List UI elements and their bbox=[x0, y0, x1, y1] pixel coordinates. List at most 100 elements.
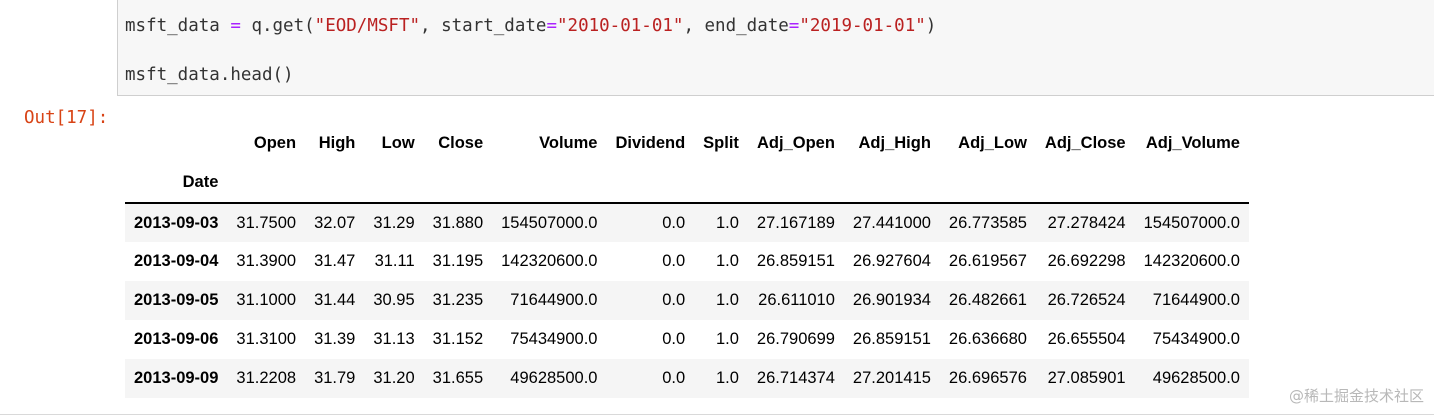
table-cell: 31.7500 bbox=[236, 213, 297, 232]
table-row: 2013-09-06 31.3100 31.39 31.13 31.152 75… bbox=[125, 320, 1249, 359]
table-cell: 1.0 bbox=[715, 252, 739, 270]
column-header: Split bbox=[703, 134, 739, 152]
table-cell: 31.235 bbox=[432, 291, 484, 309]
table-cell: 71644900.0 bbox=[510, 291, 598, 309]
table-cell: 26.790699 bbox=[756, 330, 835, 348]
index-name: Date bbox=[182, 173, 219, 191]
table-cell: 154507000.0 bbox=[1143, 213, 1240, 232]
code-kwarg-end-date: , end_date bbox=[683, 16, 789, 36]
row-index: 2013-09-03 bbox=[134, 213, 219, 232]
table-cell: 31.79 bbox=[314, 369, 356, 387]
table-cell: 0.0 bbox=[662, 213, 686, 232]
index-name-row: Date bbox=[125, 163, 1249, 203]
column-header: Adj_High bbox=[858, 134, 931, 152]
table-cell: 0.0 bbox=[662, 369, 686, 387]
table-cell: 71644900.0 bbox=[1152, 291, 1240, 309]
table-row: 2013-09-09 31.2208 31.79 31.20 31.655 49… bbox=[125, 359, 1249, 398]
table-cell: 1.0 bbox=[715, 213, 739, 232]
table-cell: 75434900.0 bbox=[1152, 330, 1240, 348]
code-string-ticker: "EOD/MSFT" bbox=[314, 16, 421, 36]
column-header: Adj_Volume bbox=[1145, 134, 1240, 152]
code-kwarg-equals: = bbox=[788, 16, 800, 36]
table-row: 2013-09-03 31.7500 32.07 31.29 31.880 15… bbox=[125, 203, 1249, 242]
table-cell: 26.927604 bbox=[852, 252, 931, 270]
table-cell: 0.0 bbox=[662, 330, 686, 348]
output-prompt: Out[17]: bbox=[24, 108, 109, 128]
table-cell: 75434900.0 bbox=[510, 330, 598, 348]
column-header: Dividend bbox=[615, 134, 686, 152]
table-cell: 30.95 bbox=[373, 291, 415, 309]
table-cell: 26.655504 bbox=[1047, 330, 1126, 348]
code-assign-operator: = bbox=[219, 16, 252, 36]
watermark: @稀土掘金技术社区 bbox=[1288, 387, 1424, 405]
table-cell: 26.636680 bbox=[948, 330, 1027, 348]
table-cell: 31.13 bbox=[373, 330, 415, 348]
row-index: 2013-09-09 bbox=[134, 369, 219, 387]
table-cell: 31.152 bbox=[432, 330, 484, 348]
table-cell: 31.47 bbox=[314, 252, 356, 270]
column-header: Adj_Low bbox=[958, 134, 1027, 152]
table-cell: 31.655 bbox=[432, 369, 484, 387]
code-function-call: q.get( bbox=[251, 16, 315, 36]
column-header: High bbox=[318, 134, 356, 152]
table-row: 2013-09-04 31.3900 31.47 31.11 31.195 14… bbox=[125, 242, 1249, 281]
table-cell: 49628500.0 bbox=[1152, 369, 1240, 387]
dataframe-table: Open High Low Close Volume Dividend Spli… bbox=[125, 124, 1249, 398]
table-cell: 0.0 bbox=[662, 252, 686, 270]
table-cell: 31.44 bbox=[314, 291, 356, 309]
table-cell: 31.2208 bbox=[236, 369, 297, 387]
code-string-start-date: "2010-01-01" bbox=[557, 16, 684, 36]
row-index: 2013-09-05 bbox=[134, 291, 219, 309]
column-header: Close bbox=[438, 134, 484, 152]
table-cell: 31.20 bbox=[373, 369, 415, 387]
table-cell: 26.692298 bbox=[1047, 252, 1126, 270]
table-cell: 27.167189 bbox=[756, 213, 835, 232]
table-cell: 31.1000 bbox=[236, 291, 297, 309]
column-header: Open bbox=[253, 134, 297, 152]
table-cell: 154507000.0 bbox=[501, 213, 598, 232]
table-cell: 26.773585 bbox=[948, 213, 1027, 232]
table-cell: 49628500.0 bbox=[510, 369, 598, 387]
table-cell: 26.611010 bbox=[758, 291, 835, 309]
table-cell: 32.07 bbox=[314, 213, 356, 232]
code-string-end-date: "2019-01-01" bbox=[799, 16, 926, 36]
table-cell: 26.714374 bbox=[756, 369, 835, 387]
code-line-2: msft_data.head() bbox=[125, 65, 294, 85]
table-cell: 0.0 bbox=[662, 291, 686, 309]
table-cell: 26.726524 bbox=[1047, 291, 1126, 309]
table-cell: 31.3900 bbox=[236, 252, 297, 270]
table-cell: 31.3100 bbox=[236, 330, 297, 348]
code-kwarg-equals: = bbox=[546, 16, 557, 36]
row-index: 2013-09-06 bbox=[134, 330, 219, 348]
table-cell: 31.11 bbox=[374, 252, 415, 270]
table-cell: 27.441000 bbox=[852, 213, 931, 232]
code-variable: msft_data bbox=[125, 16, 220, 36]
column-header-row: Open High Low Close Volume Dividend Spli… bbox=[125, 124, 1249, 163]
column-header: Adj_Open bbox=[756, 134, 835, 152]
table-cell: 31.195 bbox=[432, 252, 484, 270]
table-cell: 26.696576 bbox=[948, 369, 1027, 387]
table-cell: 142320600.0 bbox=[501, 252, 598, 270]
table-cell: 26.482661 bbox=[948, 291, 1027, 309]
table-cell: 27.085901 bbox=[1047, 369, 1126, 387]
table-cell: 26.901934 bbox=[852, 291, 931, 309]
table-cell: 31.880 bbox=[432, 213, 484, 232]
row-index: 2013-09-04 bbox=[134, 252, 219, 270]
code-line-1: msft_data = q.get("EOD/MSFT", start_date… bbox=[125, 15, 936, 37]
table-cell: 31.29 bbox=[373, 213, 415, 232]
column-header: Volume bbox=[539, 134, 598, 152]
code-input-cell[interactable]: msft_data = q.get("EOD/MSFT", start_date… bbox=[117, 0, 1434, 96]
table-cell: 1.0 bbox=[715, 291, 739, 309]
table-cell: 31.39 bbox=[314, 330, 356, 348]
table-cell: 26.859151 bbox=[852, 330, 931, 348]
table-cell: 27.201415 bbox=[852, 369, 931, 387]
table-cell: 26.859151 bbox=[756, 252, 835, 270]
table-cell: 27.278424 bbox=[1047, 213, 1126, 232]
index-corner bbox=[125, 124, 227, 163]
table-cell: 26.619567 bbox=[948, 252, 1027, 270]
table-row: 2013-09-05 31.1000 31.44 30.95 31.235 71… bbox=[125, 281, 1249, 320]
table-cell: 142320600.0 bbox=[1143, 252, 1240, 270]
table-cell: 1.0 bbox=[715, 369, 739, 387]
code-close-paren: ) bbox=[925, 16, 937, 36]
table-cell: 1.0 bbox=[715, 330, 739, 348]
